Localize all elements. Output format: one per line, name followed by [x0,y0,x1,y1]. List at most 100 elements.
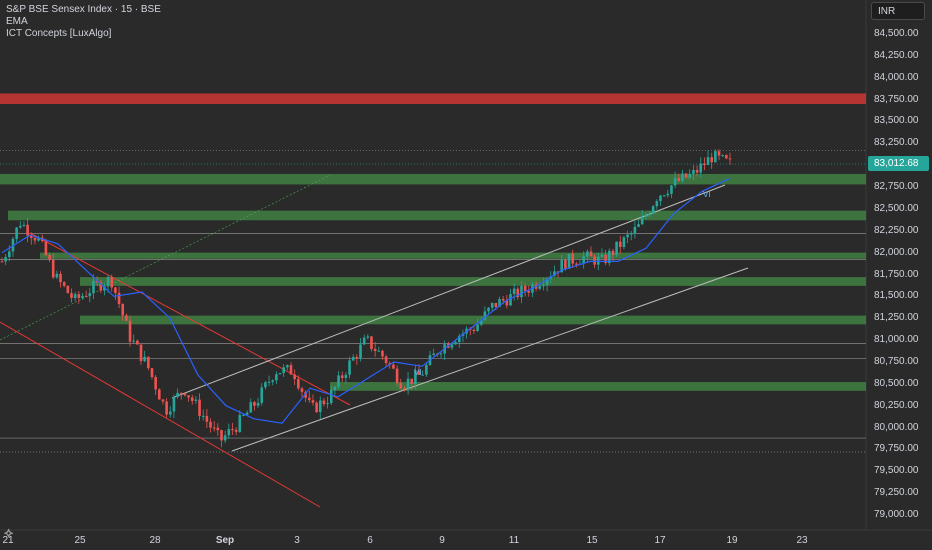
candle-body [725,155,728,159]
candle-body [62,282,66,286]
ict-indicator-label[interactable]: ICT Concepts [LuxAlgo] [6,28,112,39]
candle-body [589,251,593,257]
candle-body [154,377,157,390]
candle-body [695,169,699,173]
candle-body [399,383,403,389]
ema-indicator-label[interactable]: EMA [6,16,28,27]
price-tick-label: 82,000.00 [874,246,919,258]
time-tick-label: 3 [294,535,300,546]
candle-body [615,241,618,255]
time-tick-label: 17 [654,535,666,546]
candle-body [322,400,326,405]
candle-body [275,374,278,381]
price-tick-label: 82,750.00 [874,181,919,193]
candle-body [329,390,333,404]
candle-body [494,302,498,307]
candle-body [99,282,103,291]
candle-body [425,364,428,375]
candle-body [611,250,615,255]
time-axis[interactable]: 21 25 28 Sep 3 6 9 11 15 17 19 23 [0,530,866,550]
candle-body [472,329,476,332]
candle-body [198,399,201,416]
price-tick-label: 83,250.00 [874,137,919,149]
candle-body [183,393,187,396]
candle-body [388,363,392,365]
candle-body [136,340,139,345]
candle-body [139,344,143,362]
candle-body [706,157,710,166]
candle-body [26,224,29,236]
candle-body [245,412,249,415]
candle-body [728,158,732,160]
candle-body [278,373,282,375]
currency-button[interactable]: INR [871,2,925,20]
price-tick-label: 84,500.00 [874,28,919,39]
candle-body [59,273,62,283]
time-tick-label: 21 [2,535,14,546]
candle-body [564,259,567,269]
candle-body [297,379,300,389]
candle-body [304,391,307,398]
candle-body [684,173,688,178]
candle-body [18,225,22,228]
candle-body [666,193,670,196]
time-tick-label: 6 [367,535,373,546]
ema-line [1,177,731,424]
candle-body [326,403,329,405]
downtrend-channel-lower [0,321,321,508]
candle-body [48,255,51,260]
candle-body [662,195,666,197]
candle-body [717,151,721,156]
candle-body [556,271,560,273]
downtrend-channel-upper [29,232,351,406]
candle-body [227,429,231,436]
price-axis[interactable]: 84,500.00 84,250.00 84,000.00 83,750.00 83,5… [866,0,932,530]
candle-body [640,216,644,225]
candle-body [384,356,388,364]
tradingview-logo-icon[interactable]: ⟡ [4,524,14,540]
candle-body [545,278,549,285]
candle-body [223,435,227,441]
candlesticks [0,149,732,448]
candle-body [670,185,673,194]
candle-body [311,400,315,403]
chart-legend: S&P BSE Sensex Index · 15 · BSE EMA ICT … [6,4,161,40]
candle-body [600,254,604,257]
candle-body [344,374,348,379]
candle-body [201,415,205,417]
bullish-zone [8,210,866,221]
candle-body [289,365,293,375]
price-tick-label: 84,000.00 [874,71,919,83]
candle-body [703,163,706,166]
uptrend-channel-upper [171,184,726,399]
candle-body [688,173,692,178]
candle-body [161,399,165,402]
time-tick-label: 9 [439,535,445,546]
candle-body [490,302,494,308]
candle-body [721,155,724,157]
price-tick-label: 79,000.00 [874,509,919,520]
price-tick-label: 82,250.00 [874,224,919,236]
candle-body [457,335,461,343]
gridlines [0,0,932,531]
candle-body [476,324,479,332]
candle-body [644,215,648,217]
candle-body [187,395,190,398]
candle-body [395,368,399,384]
price-tick-label: 80,500.00 [874,377,919,389]
candle-body [117,292,121,305]
candle-body [114,287,117,293]
price-tick-label: 80,750.00 [874,355,919,367]
candle-body [337,375,340,387]
candle-body [8,251,11,258]
ema-path [1,177,731,424]
vi-label: VI [414,368,422,377]
vi-label: VI [703,190,711,199]
candle-body [454,342,457,345]
candle-body [95,280,99,283]
candle-body [359,344,362,359]
bullish-zone [80,277,866,286]
symbol-title[interactable]: S&P BSE Sensex Index · 15 · BSE [6,4,161,15]
